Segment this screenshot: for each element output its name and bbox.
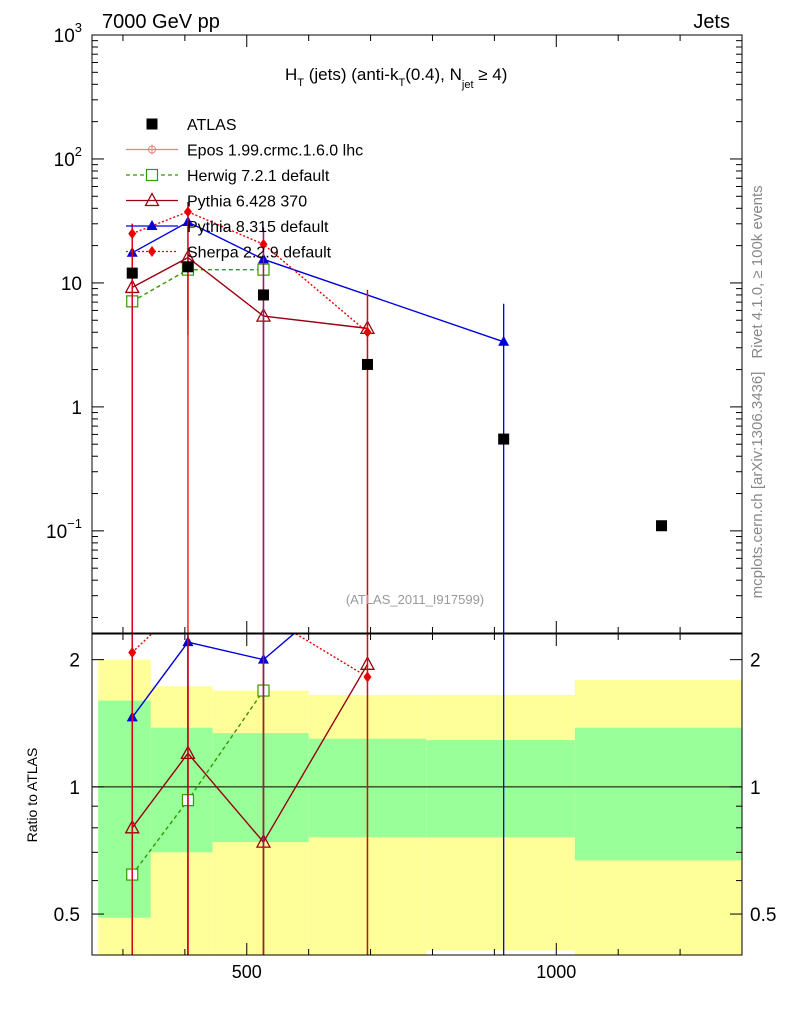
y-tick-label: 102 [54, 144, 82, 171]
x-tick-label: 1000 [536, 962, 576, 982]
series-4-ratio-line [131, 634, 368, 678]
x-tick-label: 500 [232, 962, 262, 982]
series-4-point [259, 238, 268, 250]
series-4-point [363, 326, 372, 338]
data-point [126, 267, 138, 279]
legend-label: Sherpa 2.2.9 default [187, 245, 332, 262]
ratio-tick-label-right: 0.5 [750, 905, 776, 926]
series-3-point [498, 335, 510, 346]
ratio-tick-label-right: 1 [750, 778, 761, 799]
watermark: (ATLAS_2011_I917599) [346, 592, 484, 607]
ratio-band-green [574, 727, 742, 861]
ratio-axis-label: Ratio to ATLAS [24, 748, 40, 843]
series-3-line [131, 221, 504, 343]
side-label-rivet: Rivet 4.1.0, ≥ 100k events [749, 185, 766, 358]
legend-marker [145, 168, 159, 182]
ratio-frame [91, 633, 743, 956]
legend-label: Pythia 8.315 default [187, 219, 329, 236]
data-point [361, 358, 373, 370]
series-4-point [128, 228, 137, 240]
legend-label: Herwig 7.2.1 default [187, 168, 330, 185]
ratio-tick-label-right: 2 [750, 651, 761, 672]
legend: ATLAS Epos 1.99.crmc.1.6.0 lhc Herwig 7.2.… [126, 117, 363, 262]
legend-label: Epos 1.99.crmc.1.6.0 lhc [187, 143, 363, 160]
y-tick-label: 10−1 [46, 516, 82, 543]
data-point [498, 433, 510, 445]
y-tick-label: 103 [54, 20, 82, 47]
ratio-tick-label: 2 [69, 651, 80, 672]
plot-title: HT (jets) (anti-kT(0.4), Njet ≥ 4) [285, 65, 507, 91]
legend-marker [146, 220, 158, 230]
side-label-mcplots: mcplots.cern.ch [arXiv:1306.3436] [749, 372, 766, 599]
main-frame [91, 34, 743, 634]
series-4-ratio-point [363, 671, 372, 683]
legend-marker [146, 118, 158, 130]
legend-label: ATLAS [187, 117, 237, 134]
legend-label: Pythia 6.428 370 [187, 194, 307, 211]
series-4-line [131, 211, 368, 333]
series-1-line [131, 268, 264, 302]
ratio-band-green [98, 700, 151, 918]
series-3-ratio-line [131, 634, 295, 718]
legend-marker [148, 246, 156, 257]
data-point [182, 261, 194, 273]
series-4-ratio-point [128, 646, 137, 658]
ratio-band-green [212, 733, 309, 843]
series-2-ratio-line [131, 663, 369, 844]
data-point [656, 520, 668, 532]
y-tick-label: 1 [71, 398, 82, 419]
header-left: 7000 GeV pp [102, 11, 220, 33]
y-tick-label: 10 [61, 274, 82, 295]
legend-marker [144, 192, 160, 207]
series-2-line [131, 256, 368, 330]
header-right: Jets [693, 11, 730, 33]
ratio-tick-label: 1 [69, 778, 80, 799]
series-4-point [183, 206, 192, 218]
ratio-tick-label: 0.5 [54, 905, 80, 926]
ratio-band-green [426, 740, 575, 838]
data-point [257, 289, 269, 301]
